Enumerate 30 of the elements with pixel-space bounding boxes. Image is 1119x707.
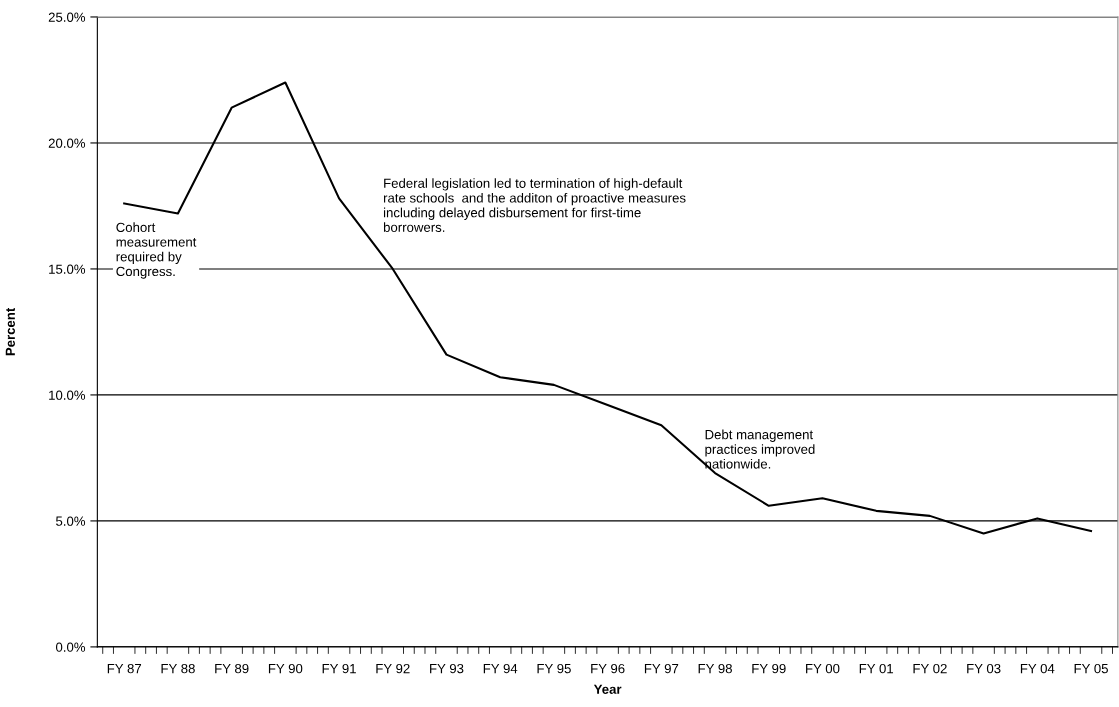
x-tick-label: FY 92 (376, 663, 410, 674)
x-tick-label: FY 98 (698, 663, 732, 674)
x-tick-label: FY 90 (268, 663, 303, 674)
x-tick-label: FY 04 (1020, 663, 1055, 674)
annotation: Debt management practices improved nationwide. (705, 429, 815, 469)
x-tick-label: FY 99 (752, 663, 786, 674)
x-tick-label: FY 05 (1074, 663, 1108, 674)
x-tick-label: FY 00 (806, 663, 840, 674)
x-tick-label: FY 02 (913, 663, 947, 674)
x-tick-label: FY 95 (537, 663, 571, 674)
x-tick-label: FY 87 (107, 663, 142, 674)
x-tick-label: FY 03 (967, 663, 1001, 674)
y-tick-label: 10.0% (49, 390, 86, 400)
x-tick-label: FY 88 (161, 663, 195, 674)
y-tick-label: 5.0% (56, 516, 86, 526)
x-axis-title: Year (593, 684, 622, 694)
x-tick-label: FY 96 (591, 663, 625, 674)
annotation: Federal legislation led to termination of high-default rate schools and the additon of proactive measures including delayed disbursement for first-time borrowers. (383, 178, 686, 232)
x-tick-label: FY 89 (215, 663, 249, 674)
x-tick-label: FY 01 (859, 663, 894, 674)
y-tick-label: 0.0% (55, 642, 86, 652)
y-tick-label: 20.0% (48, 138, 86, 148)
x-tick-label: FY 93 (430, 663, 464, 674)
annotation: Cohort measurement required by Congress. (116, 222, 197, 279)
x-tick-label: FY 97 (644, 663, 679, 674)
x-tick-label: FY 94 (483, 663, 518, 674)
x-tick-label: FY 91 (322, 663, 356, 674)
y-axis-title: Percent (5, 307, 15, 356)
y-tick-label: 25.0% (48, 12, 86, 22)
y-tick-label: 15.0% (49, 264, 86, 274)
